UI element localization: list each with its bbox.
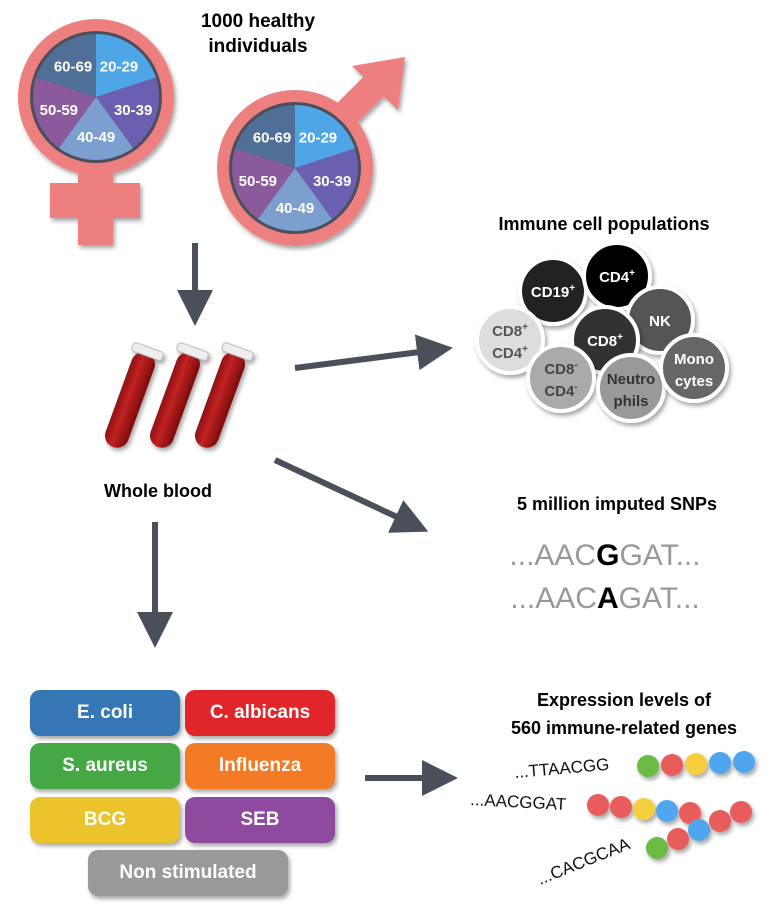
female-age-pie: 20-29 30-39 40-49 50-59 60-69 (30, 31, 162, 163)
expression-bead (679, 802, 701, 824)
cell-monocytes: Mono cytes (659, 333, 729, 403)
snp-sequence: ...AACAGAT... (510, 582, 700, 615)
stimulus-non-stimulated[interactable]: Non stimulated (88, 850, 288, 896)
age-label: 30-39 (313, 173, 351, 190)
cell-label: Mono (674, 351, 714, 368)
expression-bead (661, 754, 683, 776)
cell-cd8cd4: CD8- CD4- (526, 343, 596, 413)
pie-slice-50-59 (33, 77, 96, 148)
cell-label: CD19+ (531, 283, 575, 301)
stimulus-influenza[interactable]: Influenza (185, 743, 335, 789)
pie-slice-20-29 (96, 34, 156, 97)
expression-bead (656, 800, 678, 822)
expression-bead (633, 798, 655, 820)
cell-label: Neutro (607, 371, 655, 388)
expression-bead (709, 810, 731, 832)
stimulus-c-albicans[interactable]: C. albicans (185, 690, 335, 736)
gene-sequence: ...TTAACGG (514, 755, 610, 782)
pie-slice-50-59 (232, 148, 295, 219)
snp-sequences: ...AACGGAT... ...AACAGAT... (509, 539, 700, 615)
age-label: 50-59 (40, 102, 78, 119)
age-label: 40-49 (276, 200, 314, 217)
cell-label: phils (613, 393, 648, 410)
expression-bead (730, 801, 752, 823)
snp-allele: G (596, 539, 619, 572)
female-crossbar (50, 183, 140, 218)
gene-row: ...AACGGAT (470, 790, 701, 824)
age-label: 20-29 (100, 58, 138, 75)
stimulus-bcg[interactable]: BCG (30, 797, 180, 843)
age-label: 50-59 (239, 173, 277, 190)
arrow-to-snps (273, 457, 429, 533)
immune-title: Immune cell populations (498, 214, 709, 234)
cell-label: CD4+ (492, 344, 528, 362)
pie-slice-60-69 (235, 105, 295, 168)
stimulus-e-coli[interactable]: E. coli (30, 690, 180, 736)
gene-sequence: ...CACGCAA (534, 834, 633, 889)
expression-bead (688, 819, 710, 841)
male-age-pie: 20-29 30-39 40-49 50-59 60-69 (229, 102, 361, 234)
cohort-title-line2: individuals (208, 36, 307, 57)
cell-label: CD8+ (492, 322, 528, 340)
pie-slice-60-69 (36, 34, 96, 97)
snp-allele: A (597, 582, 619, 615)
cell-neutrophils: Neutro phils (596, 353, 666, 423)
cell-label: CD4+ (599, 268, 635, 286)
pie-slice-40-49 (58, 97, 134, 160)
stimulus-s-aureus[interactable]: S. aureus (30, 743, 180, 789)
gene-sequence: ...AACGGAT (470, 790, 567, 814)
cell-label: CD8- (544, 360, 577, 378)
expression-bead (646, 837, 668, 859)
age-label: 60-69 (54, 58, 92, 75)
gene-row: ...TTAACGG (514, 751, 755, 782)
expression-title-line1: Expression levels of (537, 690, 712, 710)
pie-slice-40-49 (257, 168, 333, 232)
age-label: 40-49 (77, 129, 115, 146)
gene-expression-beads: ...TTAACGG ...AACGGAT ...CACGCAA (470, 751, 755, 889)
age-label: 20-29 (299, 129, 337, 146)
snp-title: 5 million imputed SNPs (517, 494, 717, 514)
cell-cd8cd4: CD8+ CD4+ (475, 305, 545, 375)
cell-label: CD8+ (587, 332, 623, 350)
blood-tubes-icon (105, 342, 254, 448)
whole-blood-label: Whole blood (104, 481, 212, 501)
expression-title-line2: 560 immune-related genes (511, 718, 737, 738)
expression-bead (709, 752, 731, 774)
cell-label: NK (649, 313, 671, 330)
expression-bead (610, 796, 632, 818)
pie-slice-30-39 (96, 77, 159, 148)
snp-sequence: ...AACGGAT... (509, 539, 700, 572)
pie-slice-20-29 (295, 105, 355, 168)
expression-bead (667, 828, 689, 850)
age-label: 30-39 (114, 102, 152, 119)
immune-cells: CD19+ CD4+ NK CD8+ CD8+ CD4+ CD8- CD4- Neutro phi… (475, 241, 729, 423)
age-label: 60-69 (253, 129, 291, 146)
expression-bead (587, 794, 609, 816)
expression-bead (733, 751, 755, 773)
pie-slice-30-39 (295, 148, 358, 219)
arrow-to-cells (294, 334, 453, 371)
stimulus-seb[interactable]: SEB (185, 797, 335, 843)
expression-bead (685, 753, 707, 775)
cell-label: cytes (675, 373, 713, 390)
cohort-title-line1: 1000 healthy (201, 11, 315, 32)
male-arrow-head (352, 57, 405, 110)
cell-label: CD4- (544, 382, 577, 400)
expression-bead (637, 755, 659, 777)
